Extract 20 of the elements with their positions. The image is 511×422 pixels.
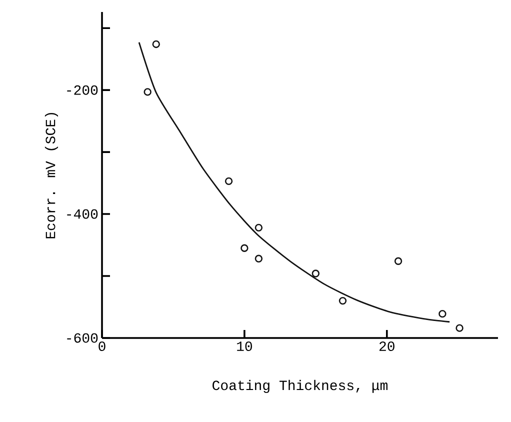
point	[152, 40, 160, 48]
x-tick-label: 20	[379, 342, 394, 352]
point	[144, 88, 152, 96]
x-tick-label: 0	[98, 342, 106, 352]
point	[224, 177, 233, 186]
y-tick-label: -400	[67, 209, 98, 219]
point	[394, 257, 402, 265]
y-tick-label: -600	[67, 333, 98, 343]
point	[240, 244, 248, 252]
x-tick-label: 10	[237, 342, 252, 352]
point	[254, 254, 263, 263]
point	[254, 224, 263, 232]
x-axis-title: Coating Thickness, μm	[212, 380, 388, 393]
point	[438, 310, 446, 318]
point	[312, 270, 320, 278]
point	[338, 296, 347, 305]
y-axis-title: Ecorr. mV (SCE)	[44, 112, 58, 238]
line-series	[138, 42, 450, 323]
point	[456, 324, 464, 332]
y-tick-label: -200	[67, 85, 98, 95]
